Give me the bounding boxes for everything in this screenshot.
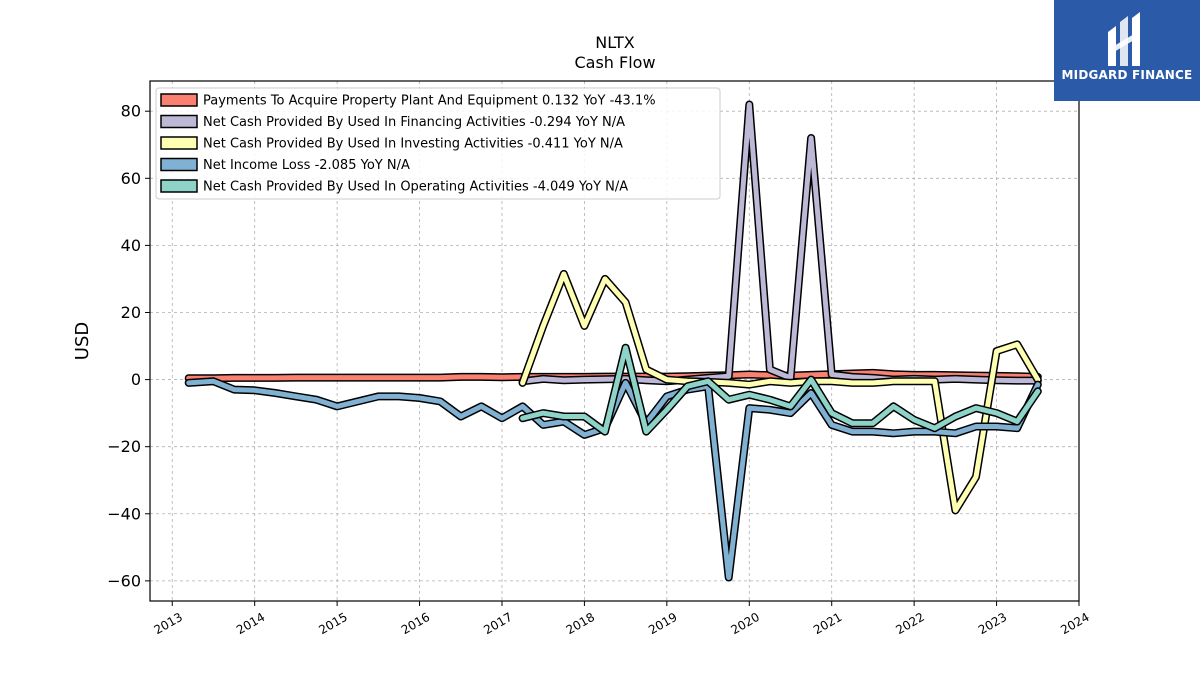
series-line [520, 271, 1041, 513]
y-tick-label: −20 [107, 437, 141, 456]
y-axis-label: USD [72, 322, 93, 360]
legend-swatch [160, 136, 198, 150]
mf-monogram-icon [1108, 12, 1140, 66]
legend-label: Net Cash Provided By Used In Investing A… [203, 137, 623, 152]
legend-swatch [160, 114, 198, 129]
legend-swatch [160, 157, 198, 172]
legend: Payments To Acquire Property Plant And E… [155, 87, 721, 200]
plot-frame [149, 80, 1080, 602]
legend-swatch [160, 179, 198, 193]
legend-label: Net Cash Provided By Used In Operating A… [203, 180, 628, 195]
chart-subtitle: Cash Flow [574, 53, 655, 72]
legend-label: Payments To Acquire Property Plant And E… [203, 94, 656, 109]
brand-name: MIDGARD FINANCE [1061, 68, 1193, 82]
legend-label: Net Cash Provided By Used In Financing A… [203, 115, 625, 130]
brand-logo: MIDGARD FINANCE [1054, 0, 1200, 101]
chart-title: NLTX [595, 33, 634, 52]
series-line [520, 102, 1041, 384]
legend-frame [155, 87, 721, 200]
legend-label: Net Income Loss -2.085 YoY N/A [203, 158, 410, 173]
series-layer [184, 100, 1042, 582]
series-line [520, 345, 1041, 435]
series-2 [518, 100, 1042, 386]
y-tick-label: 20 [121, 303, 141, 322]
y-tick-label: 40 [121, 236, 141, 255]
series-3 [518, 269, 1042, 515]
y-tick-label: 80 [121, 102, 141, 121]
y-tick-label: 60 [121, 169, 141, 188]
y-tick-label: −40 [107, 504, 141, 523]
y-tick-label: 0 [131, 370, 141, 389]
series-5 [518, 343, 1042, 436]
y-tick-label: −60 [107, 571, 141, 590]
legend-swatch [160, 93, 198, 107]
